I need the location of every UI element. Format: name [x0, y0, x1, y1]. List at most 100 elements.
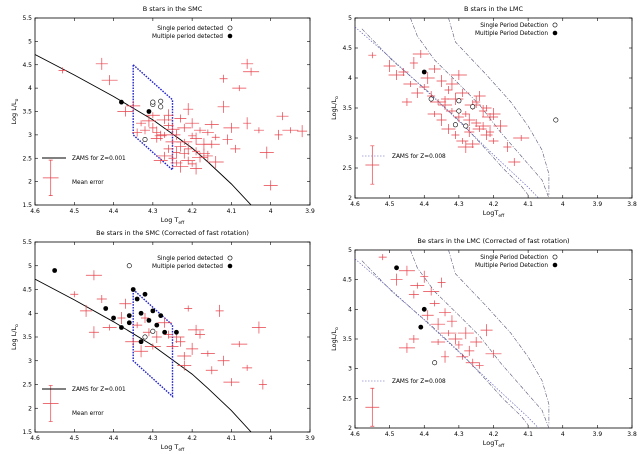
- chart-2-multiple-period-point: [52, 268, 58, 273]
- chart-0-data-cross: [126, 100, 141, 111]
- chart-1-data-cross: [419, 84, 430, 90]
- chart-3-xtick-label: 4.4: [419, 431, 429, 438]
- chart-2-data-cross: [188, 324, 205, 335]
- chart-3-single-period-point: [432, 360, 438, 366]
- chart-1-title: B stars in the LMC: [464, 5, 524, 13]
- chart-0-data-cross: [274, 129, 283, 140]
- chart-3-multiple-period-point: [418, 324, 424, 330]
- chart-1-single-period-point: [456, 108, 462, 114]
- chart-3-ylabel: LogL/Lo: [330, 327, 340, 351]
- chart-1-data-cross: [457, 141, 474, 153]
- chart-2-data-cross: [223, 378, 240, 387]
- chart-0-data-cross: [223, 122, 240, 133]
- chart-2-ytick-label: 3: [28, 358, 32, 365]
- chart-0-single-period-point: [142, 137, 148, 143]
- chart-2-data-cross: [251, 321, 266, 334]
- chart-0-data-cross: [156, 151, 173, 160]
- chart-2-xtick-label: 4.1: [227, 435, 237, 442]
- chart-2-xtick-label: 4.5: [70, 435, 80, 442]
- chart-1-multiple-period-point: [421, 69, 427, 75]
- chart-0-data-cross: [185, 118, 200, 129]
- chart-2-data-cross: [132, 322, 143, 329]
- chart-2-ytick-label: 2: [28, 405, 32, 412]
- chart-0-data-cross: [181, 156, 196, 165]
- chart-0-xtick-label: 4.4: [109, 208, 119, 215]
- chart-3-data-cross: [420, 270, 429, 283]
- chart-2-single-period-point: [150, 328, 156, 334]
- chart-0-single-period-point: [158, 98, 164, 104]
- chart-1-single-period-point: [470, 104, 476, 110]
- chart-1-data-cross: [368, 52, 377, 59]
- chart-0-data-cross: [136, 120, 147, 127]
- chart-3-data-cross: [454, 340, 463, 349]
- chart-3-data-cross: [470, 336, 483, 347]
- chart-0-data-cross: [179, 148, 190, 159]
- chart-0-mean-error-bar: [42, 159, 59, 196]
- chart-1-data-cross: [503, 142, 512, 152]
- chart-0-ytick-label: 3.5: [22, 109, 32, 116]
- chart-0-legend-multiple-label: Multiple period detected: [152, 34, 223, 40]
- chart-3-track-line: [448, 250, 550, 425]
- chart-1-xtick-label: 4.1: [523, 201, 533, 208]
- chart-2-xtick-label: 4.2: [187, 435, 197, 442]
- chart-1-data-cross: [451, 131, 460, 139]
- chart-3-data-cross: [437, 277, 446, 288]
- chart-2-data-cross: [200, 350, 215, 357]
- chart-1-data-cross: [398, 68, 409, 76]
- chart-3-mean-error-bar: [365, 387, 380, 427]
- chart-1-data-cross: [488, 138, 499, 144]
- chart-3-ytick-label: 3: [348, 366, 352, 373]
- chart-1-xtick-label: 4.3: [454, 201, 464, 208]
- chart-3-data-cross: [439, 308, 452, 317]
- chart-2-data-cross: [177, 352, 192, 360]
- chart-2-ytick-label: 5: [28, 263, 32, 270]
- chart-1-data-cross: [427, 111, 442, 117]
- chart-0-data-cross: [174, 114, 187, 123]
- chart-0-legend-single-label: Single period detected: [157, 26, 223, 32]
- chart-3-track-line: [361, 260, 529, 426]
- chart-1-xtick-label: 4.2: [489, 201, 499, 208]
- chart-2-ytick-label: 3.5: [22, 334, 32, 341]
- chart-0-data-cross: [172, 129, 181, 140]
- chart-0-legend-multiple-marker: [227, 33, 233, 39]
- chart-1-data-cross: [430, 99, 447, 105]
- chart-3-data-cross: [456, 353, 469, 360]
- chart-2-legend-multiple-label: Multiple period detected: [152, 264, 223, 270]
- chart-2-legend-multiple-marker: [227, 263, 233, 269]
- chart-1-data-cross: [461, 111, 470, 117]
- chart-0-data-cross: [172, 160, 189, 173]
- chart-1-data-cross: [481, 105, 492, 111]
- chart-2-legend-error-label: Mean error: [72, 411, 104, 417]
- chart-2-data-cross: [177, 360, 192, 371]
- chart-1-ytick-label: 5: [348, 15, 352, 22]
- chart-1-ylabel: LogL/Lo: [330, 96, 340, 120]
- chart-1-single-period-point: [428, 96, 434, 102]
- chart-3-legend-multiple-label: Multiple Period Detection: [475, 263, 548, 269]
- chart-3-data-cross: [457, 327, 474, 340]
- chart-3-track-line: [410, 250, 550, 428]
- chart-0-ytick-label: 2.5: [22, 155, 32, 162]
- chart-0-data-cross: [190, 162, 203, 175]
- chart-1-single-period-point: [463, 123, 469, 129]
- chart-1-data-cross: [383, 60, 396, 72]
- chart-2-data-cross: [157, 317, 172, 328]
- chart-2-multiple-period-point: [158, 313, 164, 319]
- chart-3-title: Be stars in the LMC (Corrected of fast r…: [417, 237, 569, 245]
- chart-1-data-cross: [453, 112, 464, 122]
- chart-0-data-cross: [165, 123, 180, 136]
- chart-0-data-cross: [243, 67, 260, 76]
- chart-0-data-cross: [204, 120, 219, 129]
- chart-2-multiple-period-point: [119, 325, 124, 330]
- chart-1-data-cross: [412, 50, 429, 58]
- chart-2-data-cross: [119, 298, 132, 309]
- chart-2-multiple-period-point: [126, 313, 132, 319]
- chart-2-single-period-point: [142, 334, 148, 340]
- chart-0-xtick-label: 4: [269, 208, 273, 215]
- chart-3-data-cross: [480, 324, 493, 337]
- chart-2-data-cross: [231, 341, 248, 348]
- chart-0-data-cross: [253, 127, 264, 134]
- chart-0-data-cross: [259, 146, 274, 159]
- chart-1-data-cross: [493, 120, 508, 132]
- chart-3-ytick-label: 3.5: [342, 336, 352, 343]
- chart-0-frame: [34, 17, 311, 206]
